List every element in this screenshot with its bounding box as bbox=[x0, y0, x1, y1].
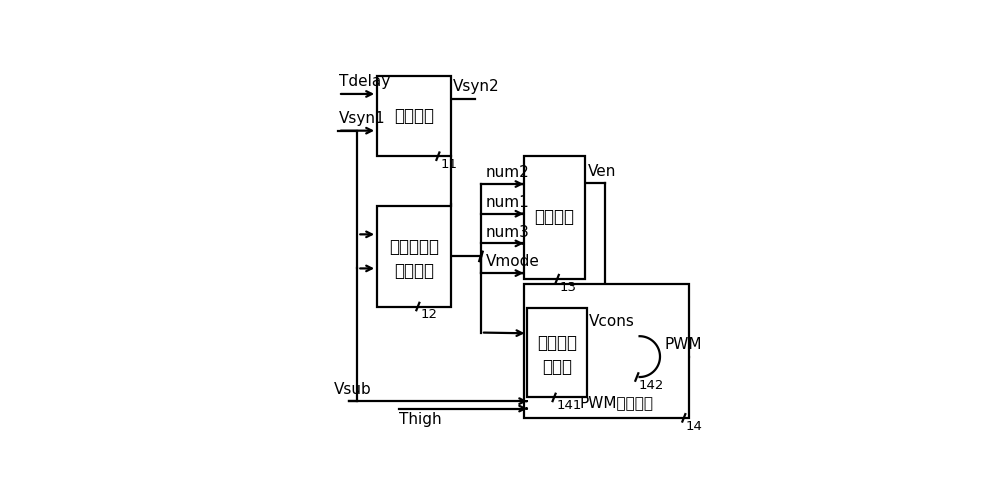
Text: 142: 142 bbox=[639, 379, 664, 392]
Text: Tdelay: Tdelay bbox=[339, 74, 390, 89]
Text: Vsyn2: Vsyn2 bbox=[453, 79, 500, 94]
Text: Thigh: Thigh bbox=[399, 412, 442, 427]
Text: 14: 14 bbox=[685, 420, 702, 433]
Text: 141: 141 bbox=[556, 399, 582, 412]
Text: 13: 13 bbox=[560, 281, 577, 294]
Text: 持续脉冲: 持续脉冲 bbox=[537, 334, 577, 351]
Text: Vcons: Vcons bbox=[589, 314, 634, 329]
Text: Vsyn1: Vsyn1 bbox=[339, 111, 385, 126]
Text: 11: 11 bbox=[441, 158, 458, 171]
Text: Ven: Ven bbox=[587, 164, 616, 179]
Text: PWM: PWM bbox=[664, 337, 702, 352]
Bar bbox=[524, 156, 585, 279]
Text: 比较电路: 比较电路 bbox=[534, 208, 574, 227]
Text: 计数电路: 计数电路 bbox=[394, 262, 434, 280]
Text: num2: num2 bbox=[485, 165, 529, 180]
Text: num1: num1 bbox=[485, 195, 529, 210]
Bar bbox=[524, 284, 689, 418]
Text: PWM生成电路: PWM生成电路 bbox=[579, 395, 653, 411]
Text: num3: num3 bbox=[485, 225, 529, 240]
Text: 12: 12 bbox=[421, 308, 438, 321]
Bar bbox=[377, 76, 451, 156]
Bar bbox=[377, 206, 451, 307]
Bar bbox=[527, 308, 587, 398]
Text: 发生器: 发生器 bbox=[542, 358, 572, 376]
Text: 延时电路: 延时电路 bbox=[394, 107, 434, 125]
Text: 当前子周期: 当前子周期 bbox=[389, 238, 439, 256]
Text: Vsub: Vsub bbox=[334, 382, 371, 398]
Text: Vmode: Vmode bbox=[485, 254, 539, 269]
